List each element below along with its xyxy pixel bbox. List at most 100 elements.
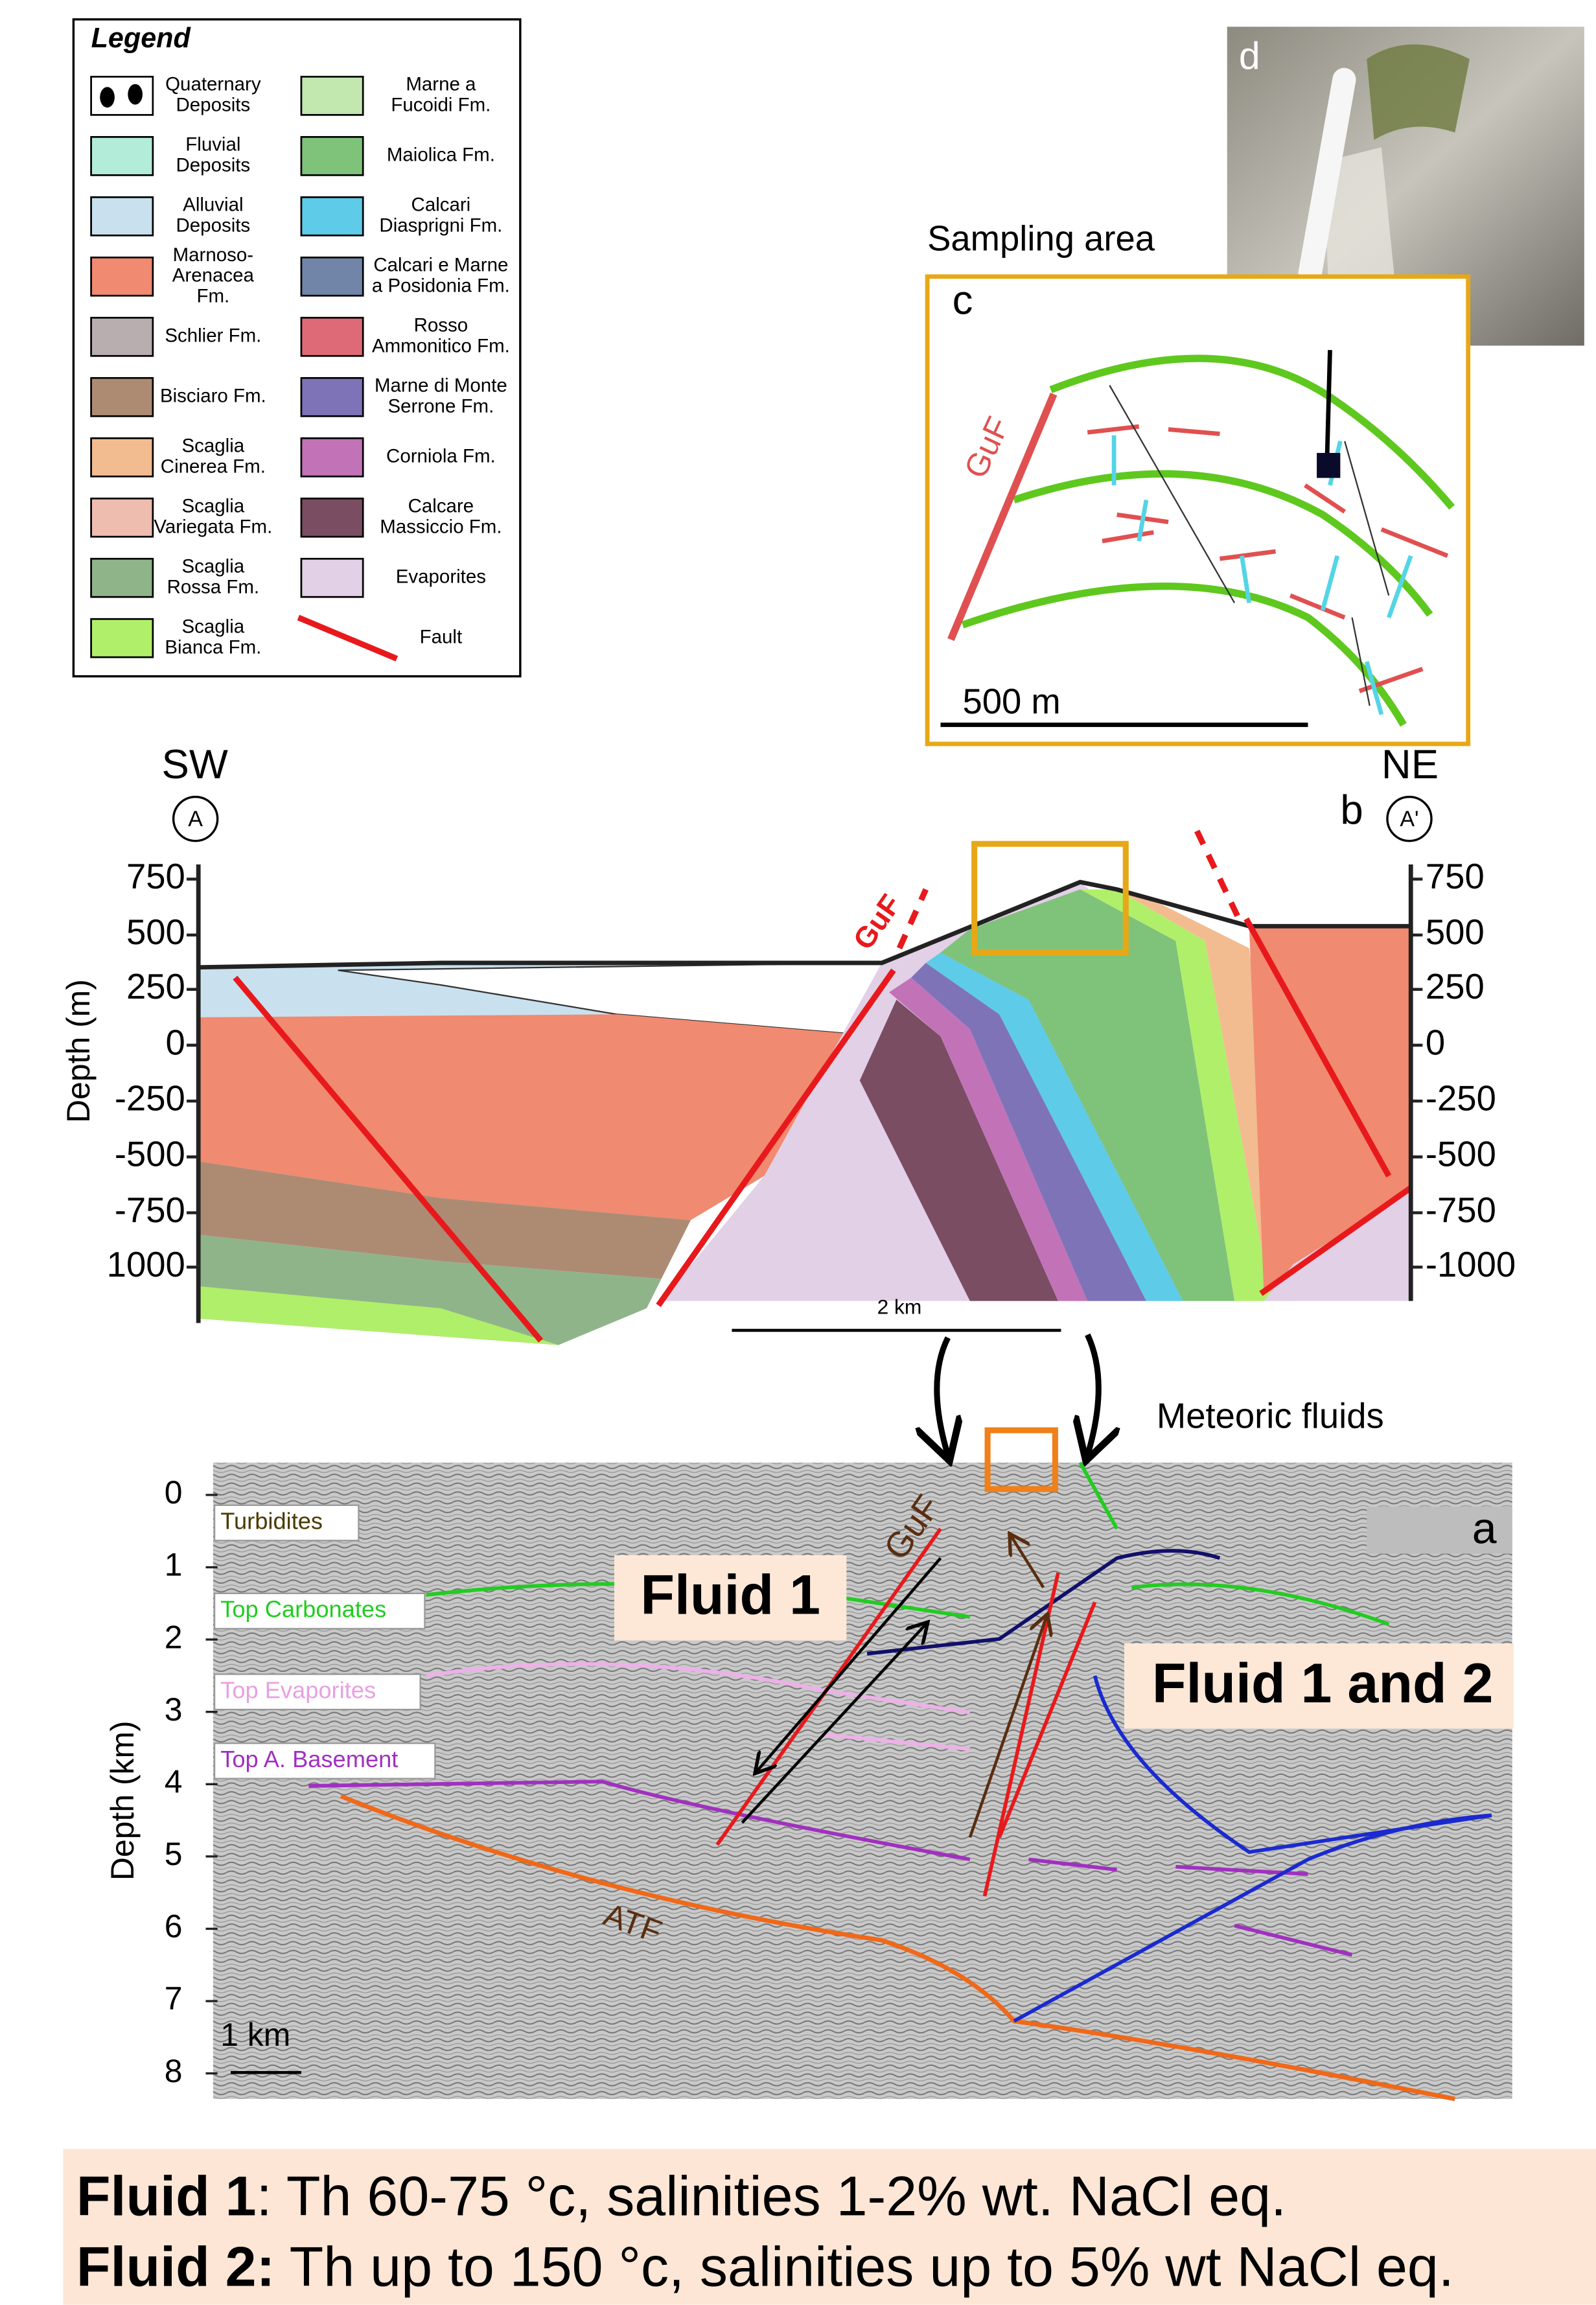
panel-label: a [1472, 1504, 1497, 1553]
y-tick-label: 2 [165, 1619, 183, 1655]
y-tick-label: 500 [1426, 912, 1485, 952]
horizon-label: Top Evaporites [220, 1676, 376, 1703]
legend-swatch [301, 559, 363, 597]
legend-swatch [301, 498, 363, 537]
fluid-label: Fluid 1 and 2 [1152, 1652, 1494, 1715]
y-tick-label: -750 [1426, 1190, 1496, 1230]
footer-text: Th up to 150 °c, salinities up to 5% wt … [275, 2236, 1453, 2298]
body: Legend QuaternaryDepositsFluvialDeposits… [0, 0, 1596, 2305]
y-tick-label: 250 [1426, 967, 1485, 1006]
legend-label: Scaglia [182, 496, 245, 517]
legend-label: Massiccio Fm. [380, 516, 502, 537]
legend-swatch [91, 257, 153, 295]
y-tick-label: 8 [165, 2053, 183, 2089]
footer-line: Fluid 1: Th 60-75 °c, salinities 1-2% wt… [76, 2165, 1286, 2227]
pointer [1327, 350, 1330, 459]
footer: Fluid 1: Th 60-75 °c, salinities 1-2% wt… [64, 2149, 1596, 2304]
legend-swatch [91, 498, 153, 537]
section-marker-label: A' [1400, 807, 1418, 831]
legend-label: Fm. [196, 285, 229, 307]
legend-swatch [91, 559, 153, 597]
legend-label: Scaglia [182, 616, 245, 638]
y-tick-label: -1000 [1426, 1245, 1516, 1284]
sample [1317, 453, 1340, 478]
legend-label: Arenacea [172, 265, 255, 286]
flow-arrow [1087, 1335, 1098, 1455]
scale-label: 2 km [877, 1295, 922, 1318]
legend-label: Cinerea Fm. [161, 456, 266, 477]
footer-text: : Th 60-75 °c, salinities 1-2% wt. NaCl … [257, 2165, 1286, 2227]
fluid-label: Fluid 1 [640, 1564, 820, 1627]
panel-label: b [1340, 787, 1363, 833]
legend-label: Alluvial [183, 194, 243, 216]
legend-swatch [301, 257, 363, 295]
panel-title: Sampling area [927, 219, 1155, 259]
legend-swatch [301, 318, 363, 356]
legend-swatch [91, 378, 153, 416]
legend-label: Scaglia [182, 435, 245, 457]
legend-label: Schlier Fm. [165, 325, 261, 347]
y-tick-label: 500 [126, 912, 185, 952]
y-tick-label: 7 [165, 1980, 183, 2017]
y-tick-label: -500 [1426, 1135, 1496, 1174]
legend-label: Calcare [408, 496, 474, 517]
section-marker-label: A [188, 807, 203, 831]
y-tick-label: 1 [165, 1547, 183, 1583]
y-tick-label: 0 [165, 1474, 183, 1511]
legend-dot [100, 87, 115, 108]
y-tick-label: 5 [165, 1836, 183, 1872]
legend-label: Rosso [414, 315, 468, 336]
y-tick-label: -250 [115, 1078, 185, 1118]
horizon-label: Top A. Basement [220, 1746, 398, 1772]
y-tick-label: 250 [126, 967, 185, 1006]
legend-label: Rossa Fm. [167, 576, 259, 597]
legend-swatch [91, 137, 153, 175]
legend-label: Marnoso- [173, 244, 253, 266]
legend-label: Calcari e Marne [373, 255, 508, 276]
legend-label: Bianca Fm. [165, 636, 261, 658]
panel-c: Sampling area c GuF 500 m [927, 219, 1468, 744]
legend-label: Quaternary [165, 74, 261, 95]
legend-label: Marne di Monte [375, 375, 507, 397]
direction-label: SW [161, 742, 227, 787]
legend-label: Ammonitico Fm. [372, 335, 510, 356]
legend-dot [128, 84, 143, 105]
legend-swatch [301, 378, 363, 416]
legend-label: Deposits [176, 94, 251, 115]
legend-label: Variegata Fm. [154, 516, 272, 537]
legend-swatch [301, 76, 363, 115]
legend-label: Fault [420, 626, 463, 647]
legend-label: a Posidonia Fm. [372, 275, 510, 296]
legend-label: Deposits [176, 214, 251, 236]
legend-label: Corniola Fm. [386, 446, 496, 467]
legend-title: Legend [91, 23, 192, 54]
legend-swatch [301, 137, 363, 175]
legend-label: Fluvial [185, 134, 240, 156]
footer-key: Fluid 2: [76, 2236, 275, 2298]
footer-key: Fluid 1 [76, 2165, 257, 2227]
y-tick-label: 0 [165, 1023, 185, 1062]
y-tick-label: -750 [115, 1190, 185, 1230]
legend-label: Calcari [411, 194, 471, 216]
flow-arrow [937, 1338, 948, 1455]
scale-label: 500 m [963, 682, 1061, 721]
legend-swatch [91, 438, 153, 476]
y-tick-label: -250 [1426, 1078, 1496, 1118]
y-tick-label: 1000 [107, 1245, 185, 1284]
y-tick-label: 750 [126, 857, 185, 896]
legend-label: Bisciaro Fm. [160, 386, 266, 407]
legend-swatch [301, 197, 363, 235]
legend-label: Evaporites [396, 566, 486, 588]
legend-swatch [91, 318, 153, 356]
panel-label: c [953, 277, 973, 323]
photo-grass [1367, 44, 1470, 139]
horizon-label: Turbidites [220, 1508, 323, 1535]
legend-swatch [301, 438, 363, 476]
y-tick-label: -500 [115, 1135, 185, 1174]
y-tick-label: 3 [165, 1691, 183, 1728]
y-axis-label: Depth (km) [104, 1720, 141, 1881]
legend-swatch [91, 619, 153, 657]
y-tick-label: 0 [1426, 1023, 1445, 1062]
horizon-label: Top Carbonates [220, 1596, 386, 1623]
legend-label: Maiolica Fm. [387, 145, 495, 166]
